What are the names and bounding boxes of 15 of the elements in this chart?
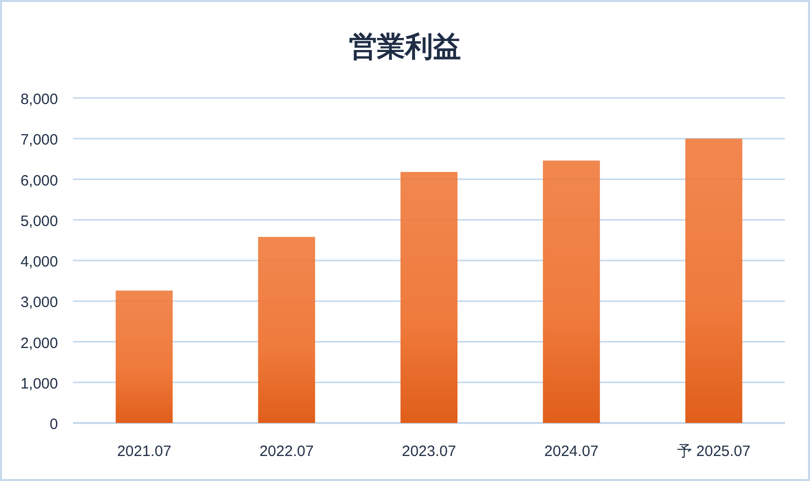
y-tick-label: 4,000 <box>20 254 58 270</box>
y-tick-label: 8,000 <box>20 91 58 108</box>
y-tick-label: 2,000 <box>20 334 58 352</box>
y-tick-label: 6,000 <box>20 172 58 190</box>
y-tick-label: 7,000 <box>20 132 58 149</box>
x-tick-label: 2024.07 <box>544 443 599 460</box>
y-tick-label: 0 <box>50 416 58 433</box>
y-tick-label: 3,000 <box>20 294 58 312</box>
chart-title: 営業利益 <box>349 31 461 62</box>
x-tick-label: 予 2025.07 <box>677 443 750 460</box>
x-tick-label: 2022.07 <box>259 443 314 460</box>
y-tick-label: 5,000 <box>20 212 58 230</box>
y-tick-label: 1,000 <box>20 375 58 392</box>
x-tick-label: 2023.07 <box>402 443 456 460</box>
x-tick-label: 2021.07 <box>117 443 172 460</box>
